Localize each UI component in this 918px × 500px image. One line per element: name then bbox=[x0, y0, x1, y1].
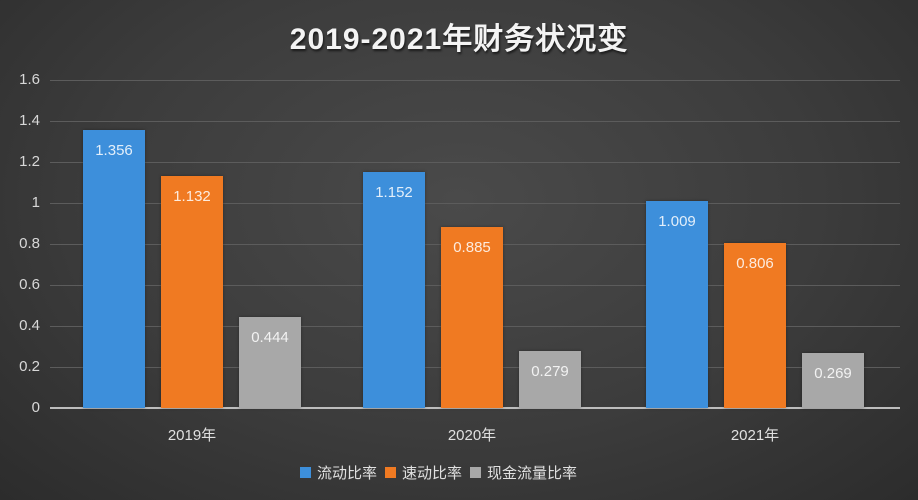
gridline bbox=[50, 80, 900, 81]
gridline bbox=[50, 203, 900, 204]
chart-title: 2019-2021年财务状况变 bbox=[289, 23, 629, 56]
bar: 0.269 bbox=[802, 352, 864, 408]
legend-label: 速动比率 bbox=[402, 465, 463, 482]
y-tick-label: 0.4 bbox=[19, 317, 40, 334]
y-tick-label: 0.8 bbox=[19, 235, 40, 252]
data-label: 1.132 bbox=[173, 187, 211, 205]
y-tick-label: 1.2 bbox=[19, 153, 40, 170]
data-label: 1.356 bbox=[95, 142, 133, 160]
legend-swatch-icon bbox=[385, 467, 397, 478]
bar: 0.806 bbox=[724, 242, 786, 408]
y-tick-label: 1.6 bbox=[19, 71, 40, 88]
data-label: 1.009 bbox=[658, 213, 696, 231]
gridline bbox=[50, 162, 900, 163]
legend-item-cash-flow-ratio: 现金流量比率 bbox=[470, 462, 577, 483]
x-tick-label: 2020年 bbox=[447, 427, 497, 444]
legend-label: 现金流量比率 bbox=[487, 465, 578, 482]
plot-area: 1.356 1.132 0.444 1.152 0.885 0.279 1.009 0.806… bbox=[50, 80, 900, 409]
legend: 流动比率 速动比率 现金流量比率 bbox=[300, 462, 585, 483]
y-tick-label: 1 bbox=[31, 194, 40, 211]
bar: 0.279 bbox=[519, 350, 581, 408]
bar: 0.885 bbox=[441, 226, 503, 408]
data-label: 0.279 bbox=[531, 362, 569, 380]
data-label: 0.444 bbox=[251, 328, 289, 346]
legend-swatch-icon bbox=[470, 467, 482, 478]
x-axis-line bbox=[50, 407, 900, 409]
data-label: 0.885 bbox=[453, 238, 491, 256]
y-tick-label: 0 bbox=[31, 399, 40, 416]
legend-label: 流动比率 bbox=[317, 465, 378, 482]
legend-item-current-ratio: 流动比率 bbox=[300, 462, 377, 483]
legend-swatch-icon bbox=[300, 467, 311, 478]
legend-item-quick-ratio: 速动比率 bbox=[385, 462, 462, 483]
y-tick-label: 1.4 bbox=[19, 112, 40, 129]
gridline bbox=[50, 121, 900, 122]
x-tick-label: 2019年 bbox=[167, 427, 217, 444]
data-label: 0.806 bbox=[736, 254, 774, 272]
y-tick-label: 0.6 bbox=[19, 276, 40, 293]
bar: 1.132 bbox=[161, 175, 223, 408]
bar: 1.009 bbox=[646, 201, 708, 408]
y-tick-label: 0.2 bbox=[19, 358, 40, 375]
data-label: 1.152 bbox=[375, 183, 413, 201]
x-tick-label: 2021年 bbox=[730, 427, 780, 444]
bar: 0.444 bbox=[239, 316, 301, 408]
bar: 1.152 bbox=[363, 171, 425, 408]
data-label: 0.269 bbox=[814, 364, 852, 382]
bar: 1.356 bbox=[83, 130, 145, 408]
